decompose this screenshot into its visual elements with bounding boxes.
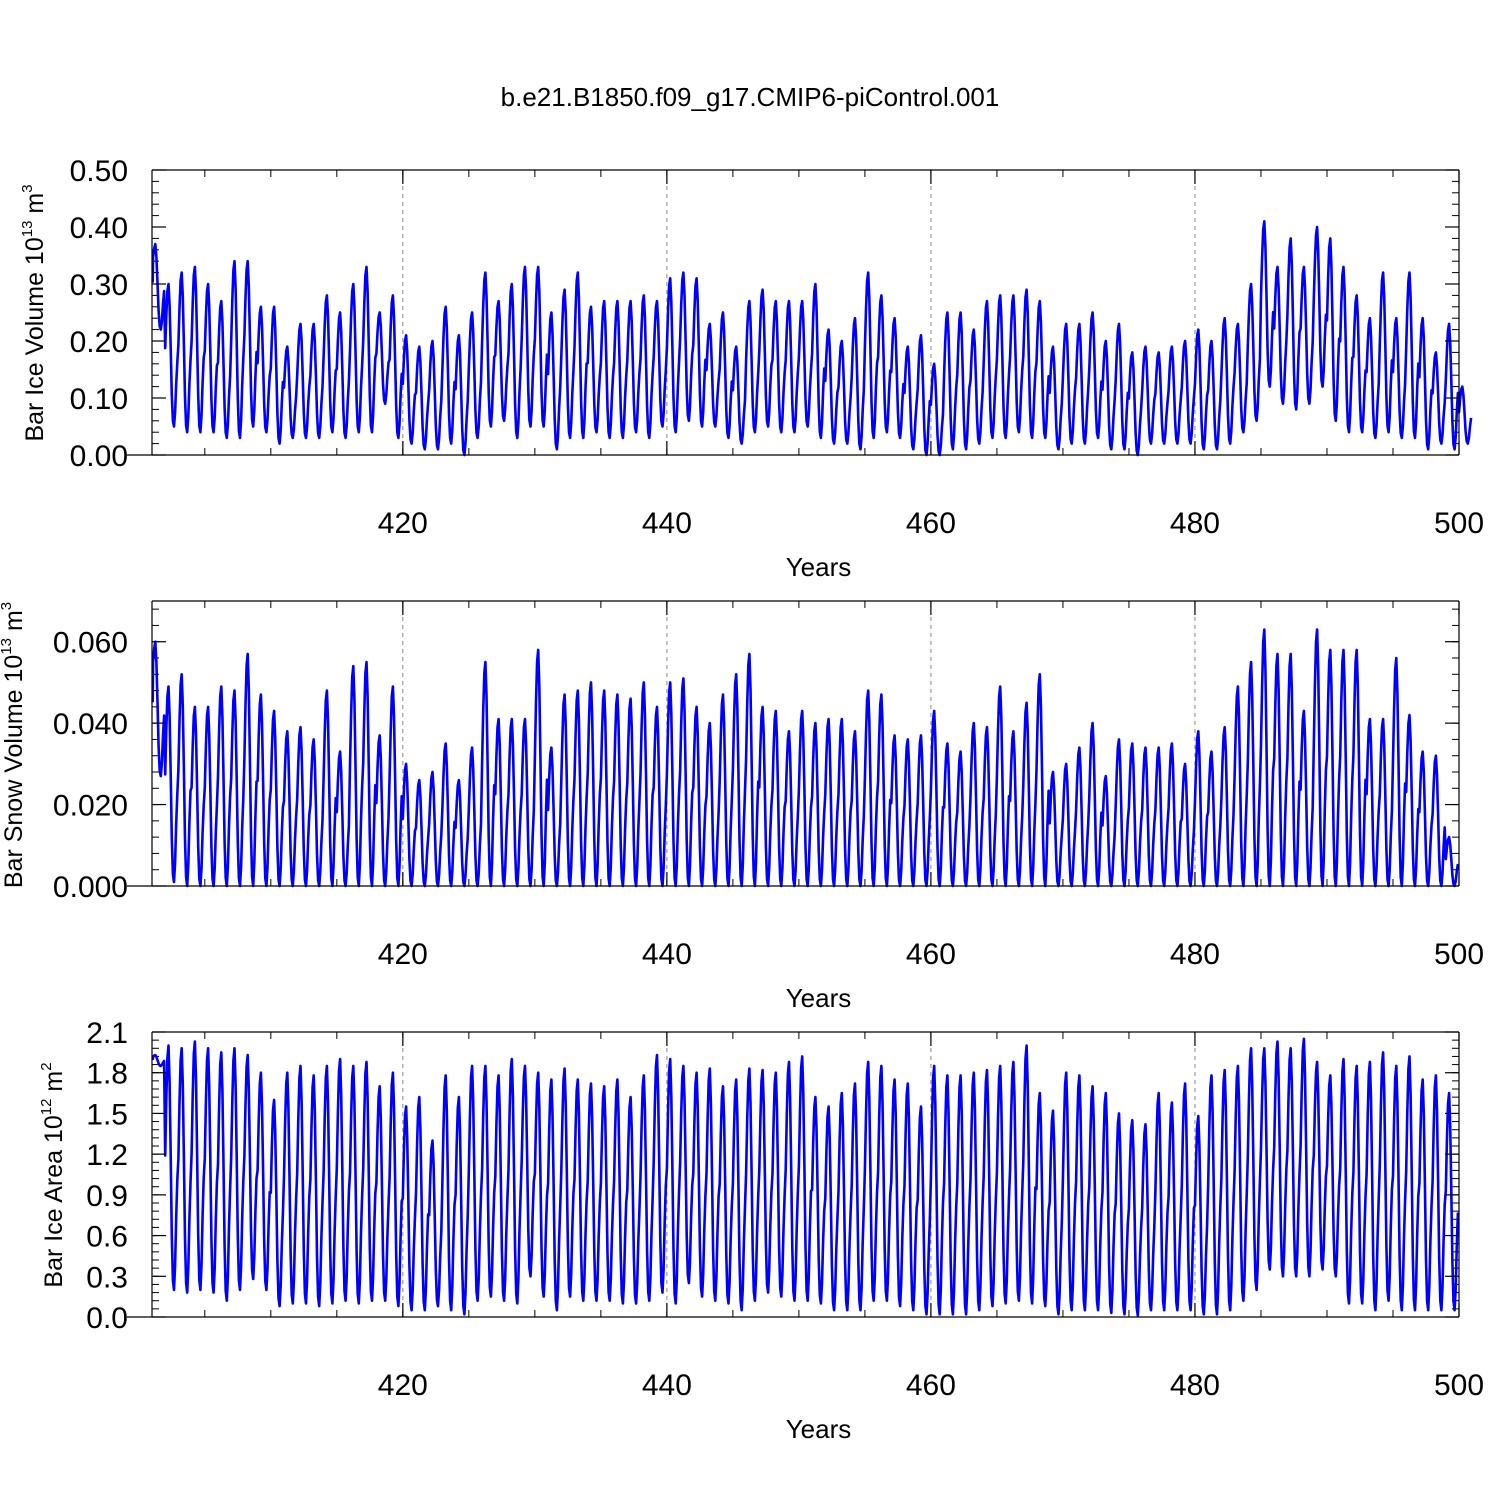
x-tick-label: 460 (906, 1369, 956, 1402)
y-tick-label: 1.2 (86, 1139, 128, 1172)
y-tick-label: 0.6 (86, 1221, 128, 1254)
y-tick-label: 0.00 (70, 440, 128, 473)
y-tick-label: 0.000 (53, 871, 128, 904)
y-tick-label: 1.5 (86, 1098, 128, 1131)
y-tick-label: 0.40 (70, 212, 128, 245)
x-tick-label: 420 (378, 938, 428, 971)
x-tick-label: 440 (642, 507, 692, 540)
y-tick-label: 0.0 (86, 1302, 128, 1335)
x-tick-label: 460 (906, 938, 956, 971)
y-tick-label: 0.30 (70, 269, 128, 302)
data-series-line (151, 1037, 1460, 1317)
panel-ice-volume-ylabel: Bar Ice Volume 1013 m3 (19, 184, 49, 441)
panel-ice-area: Bar Ice Area 1012 m2 0.0 0.3 0.6 0.9 1.2 1.5 1… (38, 1017, 1484, 1444)
y-tick-label: 0.040 (53, 708, 128, 741)
y-tick-label: 2.1 (86, 1017, 128, 1050)
panel-snow-volume: Bar Snow Volume 1013 m3 0.0000.0200.0400… (0, 600, 1484, 1013)
plot-area-ice-volume: 0.00 0.10 0.20 0.30 0.40 0.50 420 440 460 480 500 Y… (70, 155, 1484, 582)
y-tick-label: 1.8 (86, 1058, 128, 1091)
x-tick-label: 480 (1170, 1369, 1220, 1402)
x-tick-label: 420 (378, 507, 428, 540)
x-tick-label: 500 (1434, 1369, 1484, 1402)
panel-ice-volume: Bar Ice Volume 1013 m3 0.000.100.200.300… (19, 155, 1484, 582)
x-tick-label: 420 (378, 1369, 428, 1402)
x-tick-label: 440 (642, 1369, 692, 1402)
y-tick-label: 0.3 (86, 1261, 128, 1294)
plot-area-ice-area: 0.0 0.3 0.6 0.9 1.2 1.5 1.8 2.1 420 440 460 480 500 Y… (86, 1017, 1484, 1444)
x-tick-label: 440 (642, 938, 692, 971)
y-tick-label: 0.060 (53, 627, 128, 660)
figure-title: b.e21.B1850.f09_g17.CMIP6-piControl.001 (501, 82, 1000, 112)
x-tick-label: 500 (1434, 938, 1484, 971)
data-series-line (151, 628, 1460, 888)
x-tick-label: 500 (1434, 507, 1484, 540)
y-tick-label: 0.50 (70, 155, 128, 188)
x-axis-label: Years (786, 1414, 852, 1444)
x-axis-label: Years (786, 552, 852, 582)
y-tick-label: 0.10 (70, 383, 128, 416)
x-axis-label: Years (786, 983, 852, 1013)
y-tick-label: 0.020 (53, 790, 128, 823)
x-tick-label: 480 (1170, 507, 1220, 540)
y-tick-label: 0.20 (70, 326, 128, 359)
data-series-line (151, 220, 1473, 457)
x-tick-label: 480 (1170, 938, 1220, 971)
x-tick-label: 460 (906, 507, 956, 540)
panel-ice-area-ylabel: Bar Ice Area 1012 m2 (38, 1062, 68, 1287)
panel-snow-volume-ylabel: Bar Snow Volume 1013 m3 (0, 602, 28, 888)
y-tick-label: 0.9 (86, 1180, 128, 1213)
plot-area-snow-volume: 0.000 0.020 0.040 0.060 420 440 460 480 500 Years (53, 600, 1484, 1013)
